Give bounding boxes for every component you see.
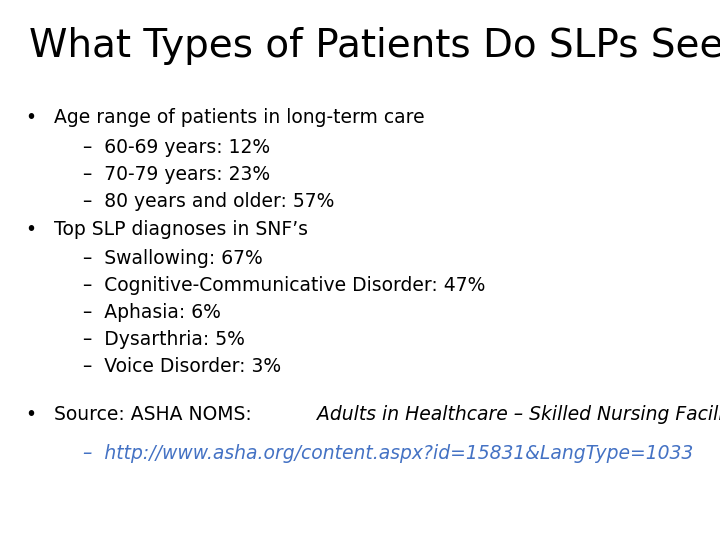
Text: •: •: [25, 108, 36, 127]
Text: Top SLP diagnoses in SNF’s: Top SLP diagnoses in SNF’s: [54, 220, 308, 239]
Text: •: •: [25, 405, 36, 424]
Text: –  http://www.asha.org/content.aspx?id=15831&LangType=1033: – http://www.asha.org/content.aspx?id=15…: [83, 444, 693, 463]
Text: –  Dysarthria: 5%: – Dysarthria: 5%: [83, 330, 245, 349]
Text: –  Swallowing: 67%: – Swallowing: 67%: [83, 249, 263, 268]
Text: –  Aphasia: 6%: – Aphasia: 6%: [83, 303, 220, 322]
Text: •: •: [25, 220, 36, 239]
Text: Adults in Healthcare – Skilled Nursing Facility 2012: Adults in Healthcare – Skilled Nursing F…: [317, 405, 720, 424]
Text: Age range of patients in long-term care: Age range of patients in long-term care: [54, 108, 425, 127]
Text: –  60-69 years: 12%: – 60-69 years: 12%: [83, 138, 270, 157]
Text: –  Voice Disorder: 3%: – Voice Disorder: 3%: [83, 357, 281, 376]
Text: What Types of Patients Do SLPs See?: What Types of Patients Do SLPs See?: [29, 27, 720, 65]
Text: Source: ASHA NOMS:: Source: ASHA NOMS:: [54, 405, 258, 424]
Text: –  70-79 years: 23%: – 70-79 years: 23%: [83, 165, 270, 184]
Text: –  Cognitive-Communicative Disorder: 47%: – Cognitive-Communicative Disorder: 47%: [83, 276, 485, 295]
Text: –  80 years and older: 57%: – 80 years and older: 57%: [83, 192, 334, 211]
